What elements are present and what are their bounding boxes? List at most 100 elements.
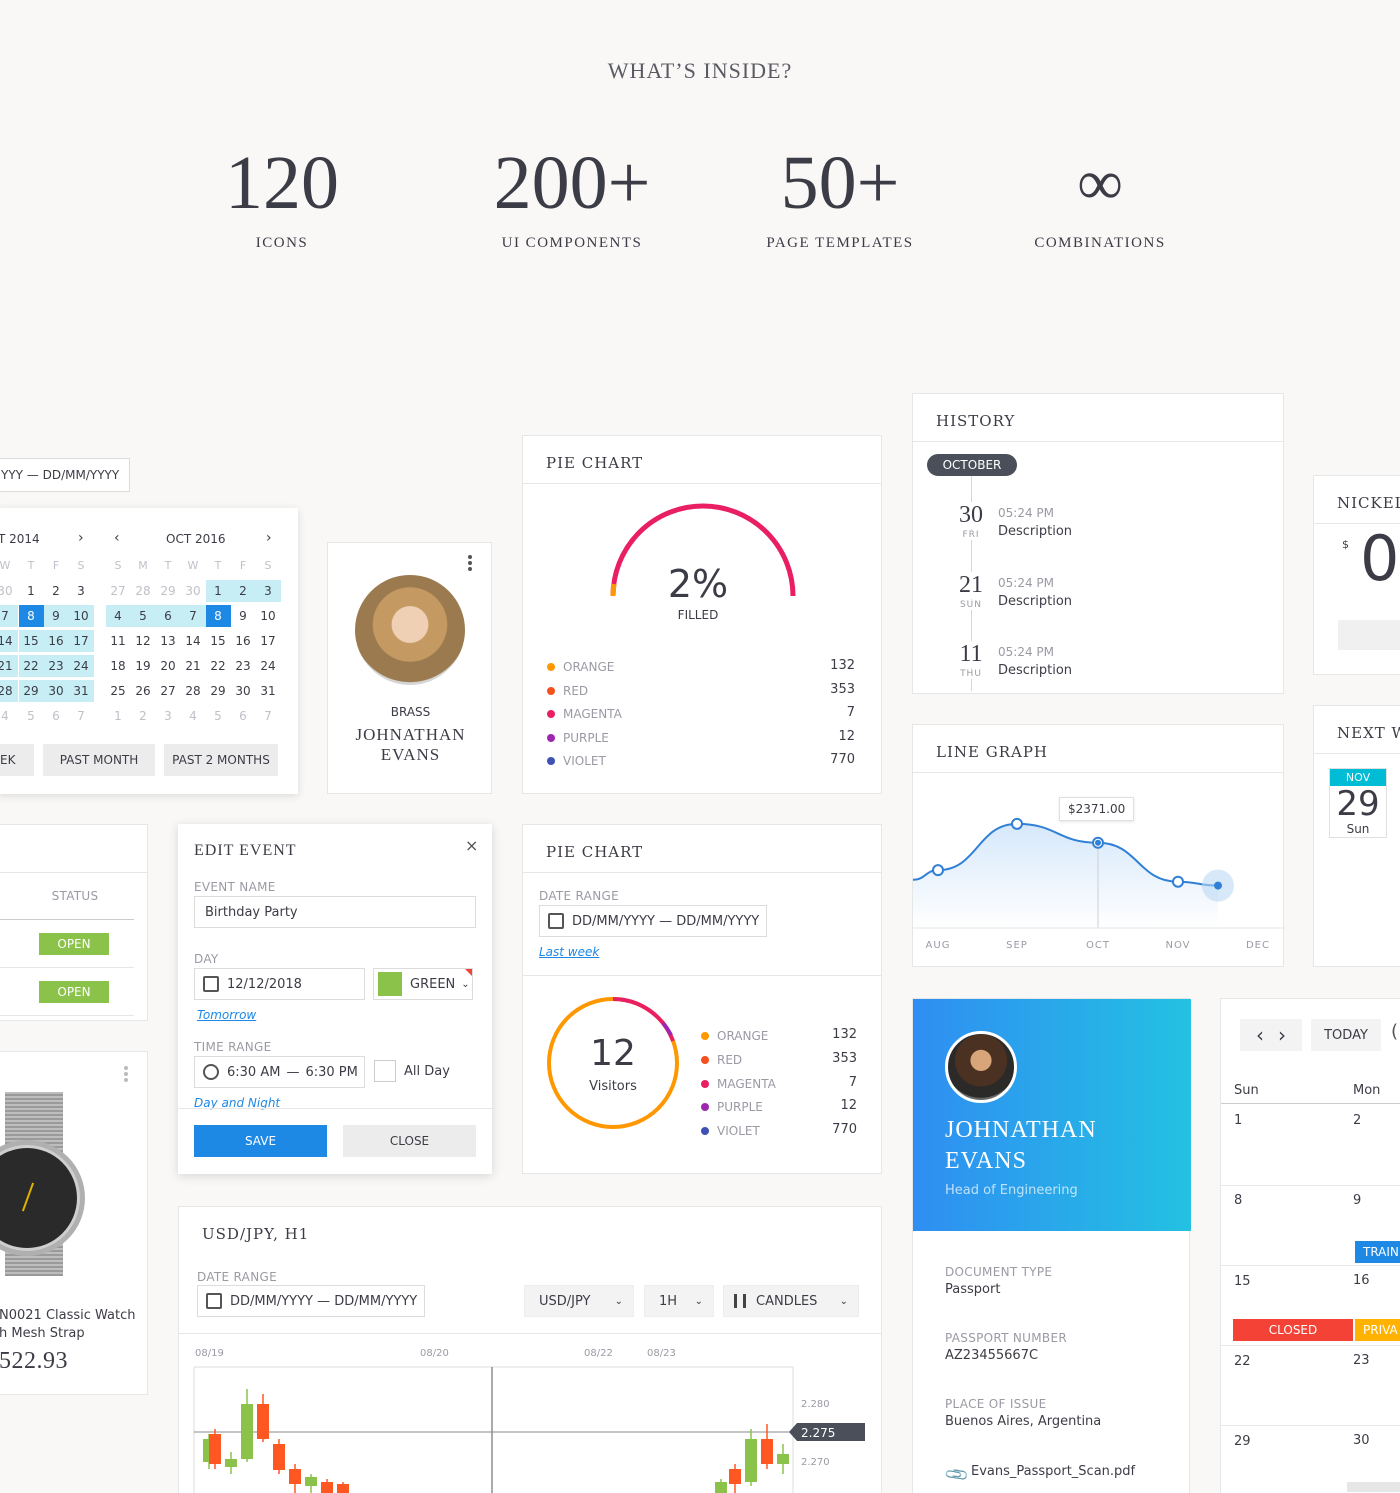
calendar-day[interactable]: 16 xyxy=(1353,1273,1370,1288)
pair-select[interactable]: USD/JPY ⌄ xyxy=(524,1285,634,1317)
date-range-input[interactable]: DD/MM/YYYY — DD/MM/YYYY xyxy=(539,905,767,937)
avatar xyxy=(945,1031,1017,1103)
day-number: 3 xyxy=(77,584,85,598)
calendar-day[interactable]: 15 xyxy=(1234,1273,1251,1289)
attachment-link[interactable]: Evans_Passport_Scan.pdf xyxy=(971,1464,1136,1479)
today-button[interactable]: TODAY xyxy=(1311,1019,1381,1051)
calendar-day[interactable]: 2 xyxy=(1353,1113,1362,1128)
field-label: DOCUMENT TYPE xyxy=(945,1265,1053,1279)
day-number: 2 xyxy=(139,709,147,723)
day-number: 26 xyxy=(135,684,150,698)
all-day-checkbox[interactable] xyxy=(374,1060,396,1082)
weekday-label: T xyxy=(214,559,222,572)
day-number: 2 xyxy=(52,584,60,598)
close-button[interactable]: CLOSE xyxy=(343,1125,476,1157)
candle-body xyxy=(745,1439,757,1482)
chart-type-select[interactable]: CANDLES ⌄ xyxy=(723,1285,859,1317)
legend-dot xyxy=(547,686,555,695)
past-month-button[interactable]: PAST MONTH xyxy=(43,744,155,776)
day-cell xyxy=(69,605,94,627)
day-number: 8 xyxy=(27,609,35,623)
chevron-left-icon[interactable]: ‹ xyxy=(1256,1023,1264,1047)
more-vertical-icon[interactable] xyxy=(468,553,474,573)
area-fill xyxy=(913,823,1218,928)
status-card: STATUS OPEN OPEN xyxy=(0,824,148,1021)
day-input[interactable]: 12/12/2018 xyxy=(194,968,365,1000)
date-range-input[interactable]: DD/MM/YYYY — DD/MM/YYYY xyxy=(197,1285,425,1317)
line-graph-card: LINE GRAPH AUG SEP OCT NOV DEC $2371.00 xyxy=(912,724,1285,967)
calendar-day[interactable]: 1 xyxy=(1234,1113,1243,1128)
time-separator: — xyxy=(286,1064,300,1080)
profile-field: PASSPORT NUMBER AZ23455667C xyxy=(945,1331,1067,1363)
chevron-left-icon[interactable]: ‹ xyxy=(114,530,120,546)
week-button[interactable]: EK xyxy=(0,744,34,776)
day-number: 18 xyxy=(110,659,125,673)
day-cell xyxy=(0,680,18,702)
clock-icon xyxy=(203,1064,219,1080)
calendar-icon xyxy=(203,976,219,992)
time-range-label: TIME RANGE xyxy=(194,1040,272,1054)
field-label: PLACE OF ISSUE xyxy=(945,1397,1047,1411)
donut-value: 12 xyxy=(590,1033,636,1074)
day-number: 24 xyxy=(260,659,275,673)
day-number: 30 xyxy=(235,684,250,698)
time-start: 6:30 AM xyxy=(227,1064,281,1080)
line-graph: AUG SEP OCT NOV DEC xyxy=(913,817,1285,951)
calendar-day[interactable]: 30 xyxy=(1353,1433,1370,1448)
event-train[interactable]: TRAIN xyxy=(1355,1241,1400,1263)
event-closed[interactable]: CLOSED xyxy=(1233,1319,1353,1341)
calendar-day[interactable]: 23 xyxy=(1353,1353,1370,1368)
calendar-grid[interactable]: W T F S S M T W T F S30 1 2 3 27 28 29 30 1 2 37 8 9 10 4 5 6 7 8 9 10… xyxy=(0,553,298,733)
month-label-left: T 2014 xyxy=(0,532,40,546)
stat-label: PAGE TEMPLATES xyxy=(766,235,914,251)
color-select[interactable]: GREEN ⌄ xyxy=(373,968,473,1000)
chevron-right-icon[interactable]: › xyxy=(78,530,84,546)
day-number: 5 xyxy=(27,709,35,723)
view-toggle[interactable]: ( xyxy=(1391,1021,1399,1042)
day-number: 7 xyxy=(189,609,197,623)
date-range-value: DD/MM/YYYY — DD/MM/YYYY xyxy=(572,913,760,929)
chevron-right-icon[interactable]: › xyxy=(266,530,272,546)
data-point xyxy=(932,864,944,877)
day-number: 14 xyxy=(0,634,13,648)
history-item[interactable]: 30 FRI 05:24 PM Description xyxy=(913,502,1283,552)
day-night-link[interactable]: Day and Night xyxy=(194,1096,281,1110)
day-number: 3 xyxy=(264,584,272,598)
day-cell xyxy=(156,605,181,627)
past-2-months-button[interactable]: PAST 2 MONTHS xyxy=(164,744,278,776)
history-item[interactable]: 21 SUN 05:24 PM Description xyxy=(913,571,1283,622)
history-item[interactable]: 11 THU 05:24 PM Description xyxy=(913,641,1283,691)
day-number: 4 xyxy=(1,709,9,723)
calendar-day[interactable]: 22 xyxy=(1234,1353,1251,1369)
save-button[interactable]: SAVE xyxy=(194,1125,327,1157)
calendar-day[interactable]: 8 xyxy=(1234,1193,1243,1209)
data-point xyxy=(1011,817,1023,830)
event-name-input[interactable]: Birthday Party xyxy=(194,896,476,928)
event-private[interactable]: PRIVA xyxy=(1355,1319,1400,1341)
time-range-input[interactable]: 6:30 AM — 6:30 PM xyxy=(194,1056,365,1088)
chevron-right-icon[interactable]: › xyxy=(1278,1023,1286,1047)
day-cell-selected xyxy=(206,605,231,627)
legend-dot xyxy=(547,710,555,719)
day-number: 31 xyxy=(73,684,88,698)
day-number: 17 xyxy=(73,634,88,648)
scroll-handle[interactable] xyxy=(1347,1482,1400,1492)
data-point xyxy=(1214,881,1222,890)
calendar-day[interactable]: 9 xyxy=(1353,1193,1362,1208)
calendar-day[interactable]: 29 xyxy=(1234,1434,1251,1450)
close-icon[interactable]: × xyxy=(465,836,479,855)
day-number: 21 xyxy=(185,659,200,673)
more-vertical-icon[interactable] xyxy=(124,1064,130,1084)
timeframe-select[interactable]: 1H ⌄ xyxy=(644,1285,714,1317)
day-cell xyxy=(44,655,69,677)
x-tick-label: AUG xyxy=(926,940,951,951)
calendar-icon xyxy=(548,913,564,929)
field-label: PASSPORT NUMBER xyxy=(945,1331,1067,1345)
day-number: 6 xyxy=(52,709,60,723)
date-range-input[interactable]: YYY — DD/MM/YYYY xyxy=(0,458,130,492)
day-number: 14 xyxy=(185,634,200,648)
tomorrow-link[interactable]: Tomorrow xyxy=(197,1008,257,1022)
last-week-link[interactable]: Last week xyxy=(539,945,600,959)
day-number: 7 xyxy=(1,609,9,623)
stat-value: 120 xyxy=(225,141,339,225)
